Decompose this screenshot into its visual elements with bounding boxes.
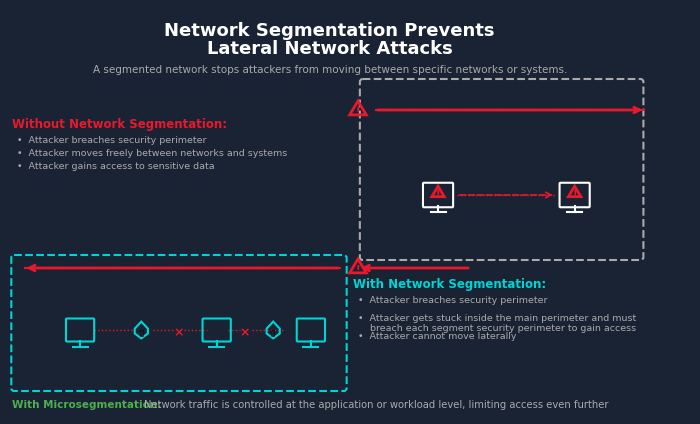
Text: 🔒: 🔒	[139, 330, 144, 336]
Text: •  Attacker breaches security perimeter: • Attacker breaches security perimeter	[358, 296, 547, 305]
Text: Network Segmentation Prevents: Network Segmentation Prevents	[164, 22, 495, 40]
Text: With Network Segmentation:: With Network Segmentation:	[354, 278, 547, 291]
Text: !: !	[356, 107, 360, 117]
Text: •  Attacker gets stuck inside the main perimeter and must
    breach each segmen: • Attacker gets stuck inside the main pe…	[358, 314, 636, 333]
Text: !: !	[356, 265, 360, 275]
Text: •  Attacker breaches security perimeter: • Attacker breaches security perimeter	[17, 136, 206, 145]
Text: •  Attacker gains access to sensitive data: • Attacker gains access to sensitive dat…	[17, 162, 215, 171]
Text: A segmented network stops attackers from moving between specific networks or sys: A segmented network stops attackers from…	[92, 65, 567, 75]
Text: •  Attacker moves freely between networks and systems: • Attacker moves freely between networks…	[17, 149, 287, 158]
Text: Network traffic is controlled at the application or workload level, limiting acc: Network traffic is controlled at the app…	[144, 400, 608, 410]
Text: ×: ×	[239, 326, 250, 340]
Text: Without Network Segmentation:: Without Network Segmentation:	[12, 118, 228, 131]
Text: 🔒: 🔒	[271, 330, 275, 336]
Text: •  Attacker cannot move laterally: • Attacker cannot move laterally	[358, 332, 517, 341]
Text: ×: ×	[174, 326, 184, 340]
Text: !: !	[573, 190, 577, 200]
Text: !: !	[436, 190, 440, 200]
Text: Lateral Network Attacks: Lateral Network Attacks	[206, 40, 453, 58]
Text: With Microsegmentation:: With Microsegmentation:	[12, 400, 162, 410]
